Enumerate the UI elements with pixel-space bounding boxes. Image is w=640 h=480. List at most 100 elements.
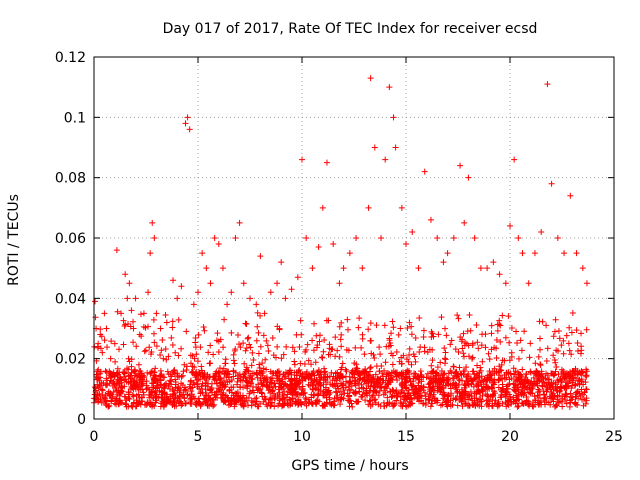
data-point xyxy=(558,379,565,386)
data-point xyxy=(552,316,559,323)
x-tick-label: 15 xyxy=(397,429,415,445)
data-point xyxy=(184,391,191,398)
data-point xyxy=(244,383,251,390)
data-point xyxy=(567,399,574,406)
data-point xyxy=(464,328,471,335)
data-point xyxy=(101,310,108,317)
data-point xyxy=(441,396,448,403)
data-point xyxy=(453,395,460,402)
data-point xyxy=(149,219,156,226)
data-point xyxy=(461,395,468,402)
y-tick-label: 0.06 xyxy=(55,231,86,247)
data-point xyxy=(332,353,339,360)
chart-title: Day 017 of 2017, Rate Of TEC Index for r… xyxy=(163,21,538,37)
data-point xyxy=(583,366,590,373)
data-point xyxy=(260,365,267,372)
data-point xyxy=(390,387,397,394)
data-point xyxy=(513,378,520,385)
data-point xyxy=(575,377,582,384)
data-point xyxy=(246,374,253,381)
data-point xyxy=(521,328,528,335)
data-point xyxy=(553,364,560,371)
data-point xyxy=(425,396,432,403)
data-point xyxy=(471,400,478,407)
data-point xyxy=(414,395,421,402)
data-point xyxy=(147,250,154,257)
data-point xyxy=(562,385,569,392)
data-point xyxy=(427,403,434,410)
data-point xyxy=(309,337,316,344)
data-point xyxy=(376,387,383,394)
data-point xyxy=(162,346,169,353)
data-point xyxy=(558,342,565,349)
data-point xyxy=(359,265,366,272)
data-point xyxy=(429,330,436,337)
data-point xyxy=(390,403,397,410)
data-point xyxy=(153,310,160,317)
data-point xyxy=(240,280,247,287)
data-point xyxy=(507,222,513,229)
data-point xyxy=(117,376,124,383)
data-point xyxy=(505,369,512,376)
data-point xyxy=(230,351,237,358)
data-point xyxy=(326,373,333,380)
data-point xyxy=(370,382,377,389)
data-point xyxy=(323,159,330,166)
data-point xyxy=(514,340,521,347)
data-point xyxy=(108,338,115,345)
data-point xyxy=(293,372,300,379)
data-point xyxy=(275,368,282,375)
data-point xyxy=(523,398,530,405)
data-point xyxy=(278,259,285,266)
data-point xyxy=(524,377,531,384)
data-point xyxy=(434,235,441,241)
data-point xyxy=(210,351,217,358)
data-point xyxy=(218,394,225,401)
data-point xyxy=(228,377,235,384)
data-point xyxy=(438,314,445,321)
data-point xyxy=(456,377,463,384)
data-point xyxy=(275,380,282,387)
data-point xyxy=(198,363,205,370)
data-point xyxy=(237,344,244,351)
data-point xyxy=(485,350,492,357)
data-point xyxy=(444,250,451,257)
data-point xyxy=(448,392,455,399)
data-point xyxy=(548,180,555,187)
data-point xyxy=(371,144,378,151)
data-point xyxy=(233,390,240,397)
data-point xyxy=(367,397,374,404)
y-tick-label: 0.1 xyxy=(64,110,86,126)
axis-ticks xyxy=(93,56,615,420)
data-point xyxy=(162,311,169,318)
data-point xyxy=(117,397,124,404)
data-point xyxy=(386,337,393,344)
data-point xyxy=(107,355,114,362)
data-point xyxy=(319,354,326,361)
data-point xyxy=(199,380,206,387)
data-point xyxy=(307,382,314,389)
data-point xyxy=(533,369,540,376)
data-point xyxy=(498,361,505,368)
data-point xyxy=(231,360,238,367)
data-point xyxy=(537,346,544,353)
x-tick-label: 5 xyxy=(194,429,203,445)
data-point xyxy=(511,156,518,163)
data-point xyxy=(567,369,574,376)
data-point xyxy=(125,320,132,327)
data-point xyxy=(527,390,534,397)
data-point xyxy=(460,330,467,337)
data-point xyxy=(151,235,158,241)
data-point xyxy=(284,399,291,406)
data-point xyxy=(244,335,251,342)
data-point xyxy=(372,399,379,406)
data-point xyxy=(169,318,176,325)
data-point xyxy=(388,374,395,381)
data-point xyxy=(469,377,476,384)
data-point xyxy=(245,334,252,341)
data-point xyxy=(137,401,144,408)
data-point xyxy=(265,383,272,390)
data-point xyxy=(544,81,551,88)
data-point xyxy=(250,356,257,363)
data-point xyxy=(450,363,457,370)
